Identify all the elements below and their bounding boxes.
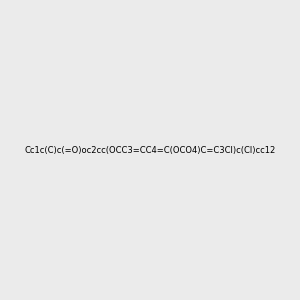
Text: Cc1c(C)c(=O)oc2cc(OCC3=CC4=C(OCO4)C=C3Cl)c(Cl)cc12: Cc1c(C)c(=O)oc2cc(OCC3=CC4=C(OCO4)C=C3Cl… (24, 146, 276, 154)
